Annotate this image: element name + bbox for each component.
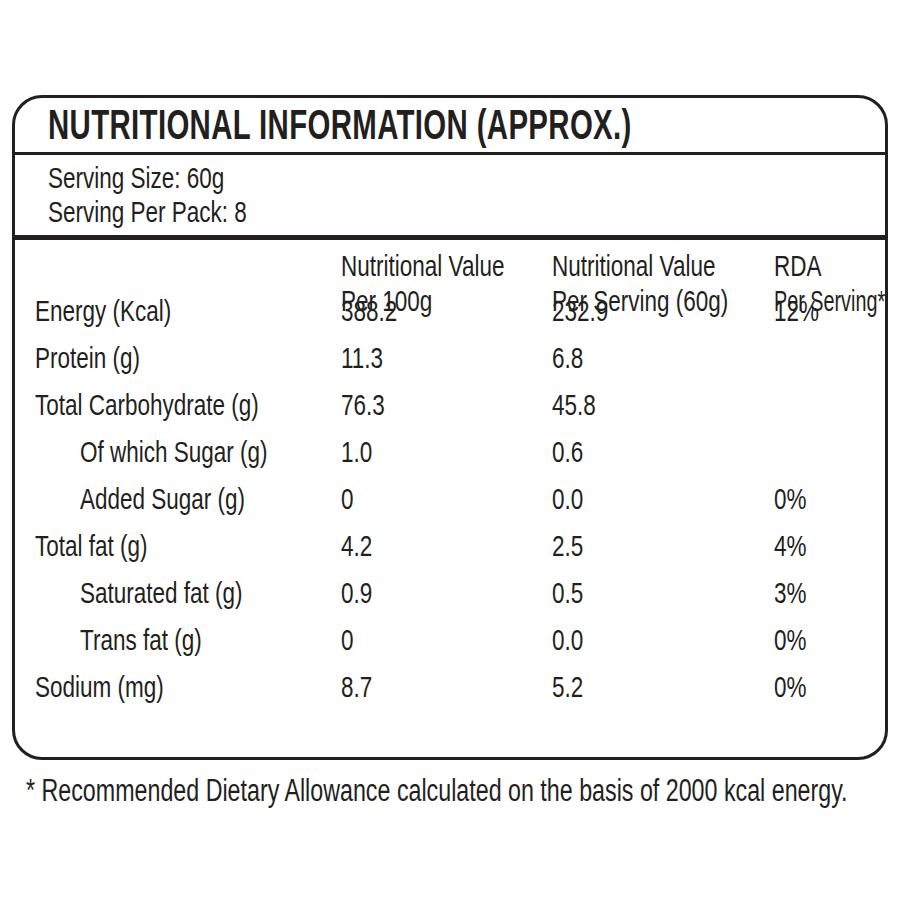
row-label-text: Total Carbohydrate (g) [35,388,259,422]
row-rda-text: 0% [774,670,807,704]
row-label-text: Protein (g) [35,341,140,375]
row-perserving-text: 0.0 [552,482,583,516]
row-per100g: 11.3 [341,334,552,381]
row-rda: 4% [774,522,888,569]
row-rda-text: 3% [774,576,807,610]
row-perserving: 0.0 [552,475,774,522]
row-rda [774,381,888,428]
serving-size: Serving Size: 60g [48,161,676,195]
serving-info: Serving Size: 60g Serving Per Pack: 8 [15,155,885,240]
row-perserving-text: 232.9 [552,294,608,328]
row-label-text: Of which Sugar (g) [80,435,268,469]
serving-per-pack: Serving Per Pack: 8 [48,195,676,229]
panel-title-row: NUTRITIONAL INFORMATION (APPROX.) [15,98,885,155]
row-label: Sodium (mg) [35,663,341,710]
row-per100g-text: 0.9 [341,576,372,610]
row-rda-text: 4% [774,529,807,563]
row-perserving-text: 0.0 [552,623,583,657]
footnote: * Recommended Dietary Allowance calculat… [26,770,896,812]
row-perserving: 0.0 [552,616,774,663]
nutrition-table: Nutritional Value Per 100g Nutritional V… [15,240,885,710]
row-perserving-text: 5.2 [552,670,583,704]
header-rda-line1: RDA [774,248,888,283]
row-label-text: Trans fat (g) [80,623,202,657]
row-per100g-text: 0 [341,482,354,516]
row-per100g: 1.0 [341,428,552,475]
row-per100g: 4.2 [341,522,552,569]
row-label: Energy (Kcal) [35,287,341,334]
row-perserving-text: 2.5 [552,529,583,563]
row-rda-text: 0% [774,623,807,657]
row-rda-text: 12% [774,294,819,328]
row-label: Trans fat (g) [35,616,341,663]
row-label-text: Saturated fat (g) [80,576,243,610]
row-rda-text: 0% [774,482,807,516]
row-per100g: 0 [341,616,552,663]
row-per100g-text: 11.3 [341,341,383,375]
row-per100g-text: 0 [341,623,354,657]
row-label: Total Carbohydrate (g) [35,381,341,428]
row-perserving: 6.8 [552,334,774,381]
row-per100g-text: 1.0 [341,435,372,469]
row-label-text: Added Sugar (g) [80,482,245,516]
row-per100g-text: 388.2 [341,294,397,328]
row-per100g: 0 [341,475,552,522]
row-perserving: 0.5 [552,569,774,616]
row-perserving: 0.6 [552,428,774,475]
row-perserving-text: 0.6 [552,435,583,469]
row-rda [774,428,888,475]
footnote-text: * Recommended Dietary Allowance calculat… [26,770,848,812]
row-label-text: Energy (Kcal) [35,294,171,328]
row-label: Of which Sugar (g) [35,428,341,475]
row-perserving-text: 45.8 [552,388,596,422]
row-label: Protein (g) [35,334,341,381]
header-per-100g-line1: Nutritional Value [341,248,499,283]
row-rda: 0% [774,663,888,710]
row-rda: 3% [774,569,888,616]
row-rda: 0% [774,616,888,663]
nutrition-label: NUTRITIONAL INFORMATION (APPROX.) Servin… [0,0,900,900]
row-label: Total fat (g) [35,522,341,569]
row-label: Added Sugar (g) [35,475,341,522]
row-per100g-text: 4.2 [341,529,372,563]
row-label-text: Sodium (mg) [35,670,164,704]
row-rda: 0% [774,475,888,522]
row-per100g: 76.3 [341,381,552,428]
row-label-text: Total fat (g) [35,529,148,563]
row-perserving-text: 6.8 [552,341,583,375]
row-perserving: 5.2 [552,663,774,710]
row-perserving: 45.8 [552,381,774,428]
nutrition-panel: NUTRITIONAL INFORMATION (APPROX.) Servin… [12,95,888,760]
row-perserving: 2.5 [552,522,774,569]
row-perserving-text: 0.5 [552,576,583,610]
row-label: Saturated fat (g) [35,569,341,616]
panel-title: NUTRITIONAL INFORMATION (APPROX.) [48,101,632,149]
header-per-serving-line1: Nutritional Value [552,248,719,283]
row-rda [774,334,888,381]
row-per100g: 8.7 [341,663,552,710]
row-per100g-text: 8.7 [341,670,372,704]
row-per100g: 0.9 [341,569,552,616]
row-per100g-text: 76.3 [341,388,385,422]
